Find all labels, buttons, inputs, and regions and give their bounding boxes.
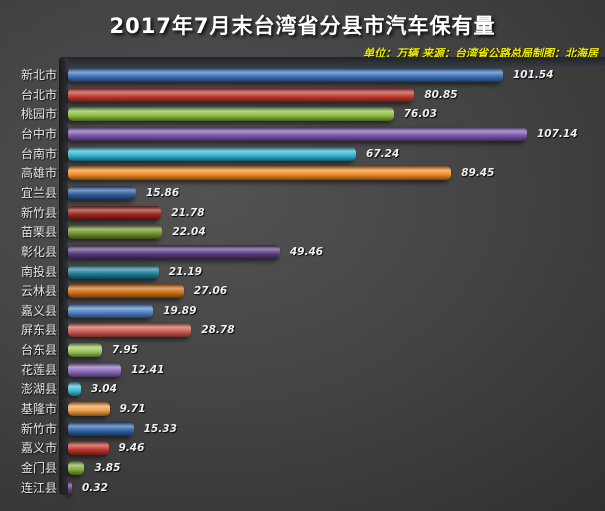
bar-row: 新北市 101.54	[0, 67, 605, 83]
category-label: 宜兰县	[20, 185, 57, 200]
bar-台东县	[68, 343, 103, 358]
category-label: 桃园市	[20, 107, 57, 122]
bar-高雄市	[68, 166, 452, 181]
bar-花莲县	[68, 362, 122, 377]
value-label: 3.85	[94, 462, 121, 474]
value-label: 27.06	[193, 285, 228, 298]
category-label: 高雄市	[20, 166, 57, 181]
bar-台中市	[68, 126, 527, 141]
bar-row: 新竹市 15.33	[0, 421, 605, 437]
bar-台北市	[68, 87, 415, 102]
bar-row: 连江县 0.32	[0, 480, 605, 496]
bar-row: 嘉义市 9.46	[0, 440, 605, 456]
value-label: 7.95	[112, 344, 138, 357]
value-label: 28.78	[201, 324, 235, 337]
category-label: 云林县	[20, 284, 57, 299]
category-label: 新竹市	[20, 421, 57, 436]
category-label: 花莲县	[20, 362, 57, 377]
plot-wall-top-decoration	[61, 57, 605, 68]
bar-row: 彰化县 49.46	[0, 244, 605, 260]
category-label: 苗栗县	[20, 225, 57, 240]
value-label: 67.24	[366, 147, 400, 160]
value-label: 19.89	[163, 304, 197, 317]
category-label: 嘉义县	[20, 303, 57, 318]
bar-嘉义县	[68, 303, 154, 318]
category-label: 台东县	[20, 343, 57, 358]
chart-subtitle: 单位：万辆 来源：台湾省公路总局制图：北海居	[363, 47, 598, 60]
category-label: 南投县	[20, 264, 57, 279]
value-label: 12.41	[131, 363, 165, 376]
category-label: 屏东县	[20, 323, 57, 338]
bar-row: 新竹县 21.78	[0, 205, 605, 221]
category-label: 金门县	[20, 461, 57, 475]
value-label: 107.14	[536, 127, 578, 140]
bar-彰化县	[68, 244, 280, 259]
bar-row: 台北市 80.85	[0, 87, 605, 103]
bar-row: 花莲县 12.41	[0, 362, 605, 378]
bar-桃园市	[68, 107, 394, 122]
value-label: 76.03	[403, 108, 437, 121]
bar-新北市	[68, 68, 503, 82]
bar-row: 苗栗县 22.04	[0, 224, 605, 240]
category-label: 台中市	[20, 126, 57, 141]
category-label: 台北市	[20, 87, 57, 102]
value-label: 89.45	[461, 167, 495, 180]
value-label: 21.78	[171, 206, 205, 219]
bar-row: 基隆市 9.71	[0, 401, 605, 417]
value-label: 9.46	[118, 442, 145, 455]
bar-台南市	[68, 146, 357, 161]
bar-row: 台中市 107.14	[0, 126, 605, 142]
bar-南投县	[68, 264, 159, 279]
value-label: 22.04	[172, 226, 206, 239]
category-label: 台南市	[20, 146, 57, 161]
value-label: 80.85	[424, 88, 458, 101]
bar-row: 台东县 7.95	[0, 342, 605, 358]
bar-row: 云林县 27.06	[0, 283, 605, 299]
bar-宜兰县	[68, 185, 136, 200]
value-label: 15.33	[143, 422, 177, 435]
category-label: 新竹县	[20, 205, 57, 220]
bar-苗栗县	[68, 225, 163, 240]
value-label: 21.19	[168, 265, 202, 278]
axis-wall-decoration	[59, 57, 68, 495]
bar-row: 金门县 3.85	[0, 460, 605, 476]
category-label: 基隆市	[20, 402, 57, 417]
category-label: 嘉义市	[20, 441, 57, 456]
value-label: 0.32	[82, 481, 108, 494]
category-label: 彰化县	[20, 244, 57, 259]
bar-row: 南投县 21.19	[0, 264, 605, 280]
bar-金门县	[68, 461, 85, 475]
bar-新竹市	[68, 421, 134, 436]
category-label: 连江县	[20, 480, 57, 495]
bar-row: 澎湖县 3.04	[0, 381, 605, 397]
bar-屏东县	[68, 323, 192, 338]
chart-title: 2017年7月末台湾省分县市汽车保有量	[109, 14, 496, 38]
bar-连江县	[68, 480, 72, 495]
value-label: 49.46	[289, 245, 324, 258]
bar-row: 嘉义县 19.89	[0, 303, 605, 319]
bar-row: 屏东县 28.78	[0, 322, 605, 338]
value-label: 101.54	[512, 69, 554, 81]
value-label: 3.04	[91, 383, 117, 396]
bar-云林县	[68, 284, 184, 299]
bar-澎湖县	[68, 382, 82, 397]
bar-row: 宜兰县 15.86	[0, 185, 605, 201]
bar-基隆市	[68, 402, 110, 417]
bar-嘉义市	[68, 441, 109, 456]
value-label: 9.71	[119, 403, 146, 416]
category-label: 澎湖县	[20, 382, 57, 397]
category-label: 新北市	[20, 68, 57, 82]
bar-row: 高雄市 89.45	[0, 165, 605, 181]
bar-新竹县	[68, 205, 162, 220]
bar-row: 桃园市 76.03	[0, 106, 605, 122]
value-label: 15.86	[145, 186, 180, 199]
bar-row: 台南市 67.24	[0, 146, 605, 162]
